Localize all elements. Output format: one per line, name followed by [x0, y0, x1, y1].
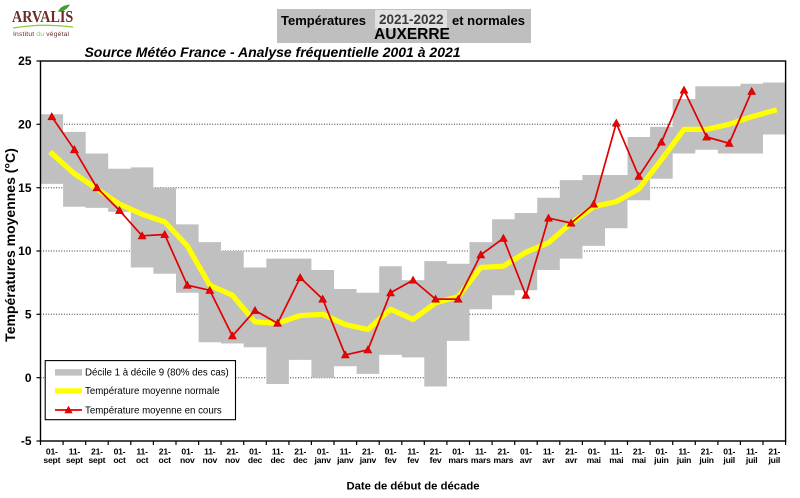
- svg-text:dec: dec: [293, 455, 308, 465]
- svg-text:janv: janv: [313, 455, 331, 465]
- svg-text:01-: 01-: [385, 447, 397, 457]
- svg-text:juin: juin: [653, 455, 668, 465]
- svg-text:21-: 21-: [768, 447, 780, 457]
- svg-text:Décile 1 à décile 9 (80% des c: Décile 1 à décile 9 (80% des cas): [85, 368, 229, 379]
- svg-text:dec: dec: [248, 455, 263, 465]
- svg-text:11-: 11-: [204, 447, 216, 457]
- svg-text:01-: 01-: [588, 447, 600, 457]
- svg-text:21-: 21-: [226, 447, 238, 457]
- svg-text:avr: avr: [520, 455, 533, 465]
- svg-text:juil: juil: [745, 455, 758, 465]
- svg-text:11-: 11-: [746, 447, 758, 457]
- svg-text:01-: 01-: [452, 447, 464, 457]
- svg-text:mai: mai: [632, 455, 646, 465]
- svg-text:juil: juil: [767, 455, 780, 465]
- svg-text:avr: avr: [542, 455, 555, 465]
- svg-text:25: 25: [18, 54, 32, 68]
- svg-text:fev: fev: [385, 455, 397, 465]
- svg-text:mai: mai: [609, 455, 623, 465]
- svg-text:mars: mars: [448, 455, 468, 465]
- svg-text:Température moyenne en cours: Température moyenne en cours: [85, 405, 222, 416]
- svg-text:20: 20: [18, 118, 32, 132]
- svg-text:21-: 21-: [91, 447, 103, 457]
- svg-text:21-: 21-: [159, 447, 171, 457]
- svg-text:11-: 11-: [407, 447, 419, 457]
- svg-text:01-: 01-: [249, 447, 261, 457]
- svg-text:01-: 01-: [181, 447, 193, 457]
- svg-text:01-: 01-: [114, 447, 126, 457]
- svg-text:11-: 11-: [340, 447, 352, 457]
- svg-text:janv: janv: [359, 455, 377, 465]
- svg-text:dec: dec: [270, 455, 285, 465]
- svg-text:21-: 21-: [497, 447, 509, 457]
- svg-text:21-: 21-: [294, 447, 306, 457]
- svg-text:nov: nov: [225, 455, 240, 465]
- svg-text:11-: 11-: [678, 447, 690, 457]
- svg-text:10: 10: [18, 244, 32, 258]
- svg-text:11-: 11-: [543, 447, 555, 457]
- svg-text:nov: nov: [180, 455, 195, 465]
- svg-text:01-: 01-: [655, 447, 667, 457]
- svg-text:21-: 21-: [362, 447, 374, 457]
- svg-text:fev: fev: [407, 455, 419, 465]
- svg-text:oct: oct: [159, 455, 172, 465]
- svg-text:mars: mars: [471, 455, 491, 465]
- svg-text:11-: 11-: [475, 447, 487, 457]
- svg-text:fev: fev: [430, 455, 442, 465]
- svg-text:15: 15: [18, 181, 32, 195]
- svg-text:01-: 01-: [317, 447, 329, 457]
- svg-text:11-: 11-: [272, 447, 284, 457]
- svg-text:oct: oct: [113, 455, 126, 465]
- svg-text:01-: 01-: [723, 447, 735, 457]
- svg-text:Date de début de décade: Date de début de décade: [346, 481, 479, 493]
- svg-text:01-: 01-: [520, 447, 532, 457]
- svg-text:sept: sept: [88, 455, 105, 465]
- svg-text:mai: mai: [587, 455, 601, 465]
- svg-text:Températures moyennes (°C): Températures moyennes (°C): [2, 148, 18, 342]
- svg-text:11-: 11-: [69, 447, 81, 457]
- svg-text:-5: -5: [21, 434, 32, 448]
- svg-text:sept: sept: [66, 455, 83, 465]
- svg-text:juil: juil: [722, 455, 735, 465]
- svg-text:janv: janv: [336, 455, 354, 465]
- svg-text:nov: nov: [202, 455, 217, 465]
- svg-text:01-: 01-: [46, 447, 58, 457]
- svg-text:oct: oct: [136, 455, 149, 465]
- svg-text:juin: juin: [676, 455, 691, 465]
- svg-text:21-: 21-: [701, 447, 713, 457]
- svg-text:sept: sept: [43, 455, 60, 465]
- svg-text:11-: 11-: [611, 447, 623, 457]
- svg-text:mars: mars: [494, 455, 514, 465]
- svg-text:0: 0: [25, 371, 32, 385]
- svg-text:21-: 21-: [633, 447, 645, 457]
- svg-text:avr: avr: [565, 455, 578, 465]
- svg-text:21-: 21-: [565, 447, 577, 457]
- svg-text:11-: 11-: [136, 447, 148, 457]
- svg-text:21-: 21-: [430, 447, 442, 457]
- svg-text:juin: juin: [698, 455, 713, 465]
- svg-text:Température moyenne normale: Température moyenne normale: [85, 386, 220, 397]
- svg-text:5: 5: [25, 308, 32, 322]
